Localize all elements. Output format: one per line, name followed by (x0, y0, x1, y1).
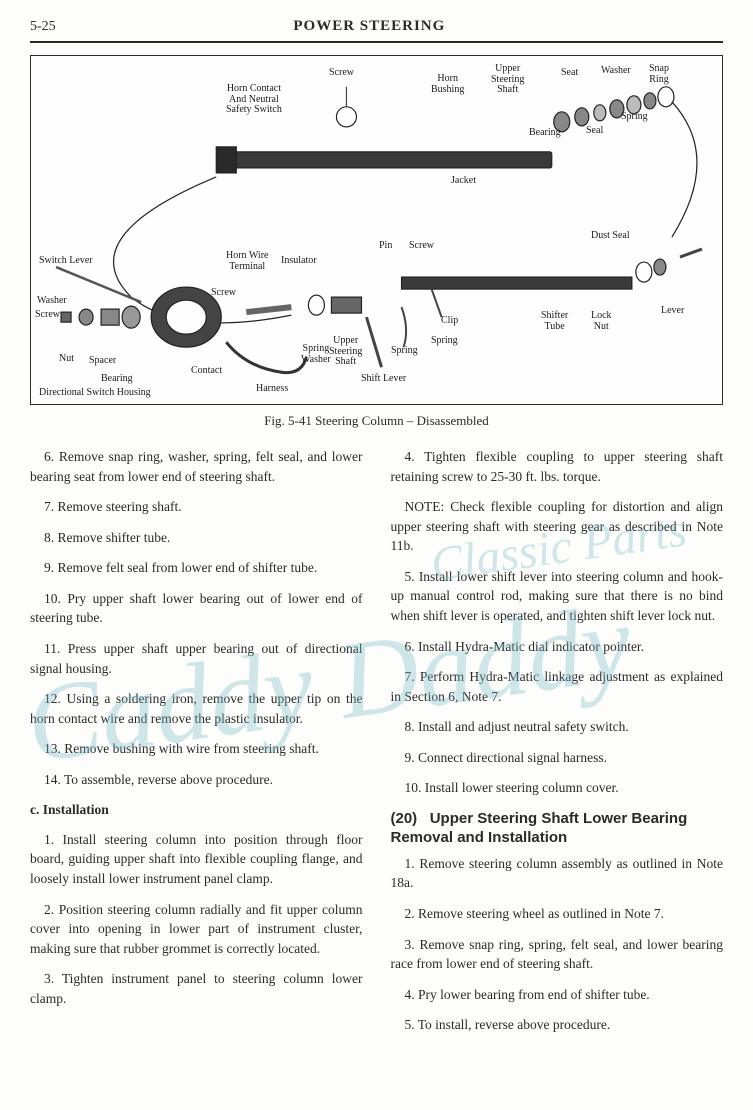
label-washer-left: Washer (37, 296, 67, 307)
para-13: 13. Remove bushing with wire from steeri… (30, 739, 363, 759)
label-screw-mid: Screw (211, 288, 236, 299)
r-para-4: 4. Tighten flexible coupling to upper st… (391, 447, 724, 486)
label-bearing-left: Bearing (101, 374, 133, 385)
figure-diagram: Screw Horn Contact And Neutral Safety Sw… (30, 55, 723, 405)
label-spacer: Spacer (89, 356, 116, 367)
para-11: 11. Press upper shaft upper bearing out … (30, 639, 363, 678)
s-para-2: 2. Remove steering wheel as outlined in … (391, 904, 724, 924)
page-number: 5-25 (30, 19, 56, 35)
r-para-7: 7. Perform Hydra-Matic linkage adjustmen… (391, 667, 724, 706)
label-jacket: Jacket (451, 176, 476, 187)
para-7: 7. Remove steering shaft. (30, 497, 363, 517)
label-screw: Screw (329, 68, 354, 79)
body-columns: 6. Remove snap ring, washer, spring, fel… (30, 447, 723, 1046)
r-para-5: 5. Install lower shift lever into steeri… (391, 567, 724, 626)
label-screw-left: Screw (35, 310, 60, 321)
label-shift-lever: Shift Lever (361, 374, 406, 385)
r-note: NOTE: Check flexible coupling for distor… (391, 497, 724, 556)
label-upper-shaft2: Upper Steering Shaft (329, 336, 362, 368)
label-lock-nut: Lock Nut (591, 311, 612, 332)
heading-20-num: (20) (391, 810, 418, 827)
page-header: 5-25 POWER STEERING (30, 18, 723, 43)
r-para-6: 6. Install Hydra-Matic dial indicator po… (391, 637, 724, 657)
label-dust-seal: Dust Seal (591, 231, 630, 242)
label-pin: Pin (379, 241, 392, 252)
label-switch-lever: Switch Lever (39, 256, 93, 267)
label-spring-washer: Spring Washer (301, 344, 331, 365)
label-spring-r: Spring (431, 336, 458, 347)
label-clip: Clip (441, 316, 458, 327)
label-spring-top: Spring (621, 112, 648, 123)
label-bearing-top: Bearing (529, 128, 561, 139)
install-1: 1. Install steering column into position… (30, 830, 363, 889)
s-para-5: 5. To install, reverse above procedure. (391, 1015, 724, 1035)
para-12: 12. Using a soldering iron, remove the u… (30, 689, 363, 728)
s-para-1: 1. Remove steering column assembly as ou… (391, 854, 724, 893)
label-dir-switch: Directional Switch Housing (39, 388, 151, 399)
label-horn-wire: Horn Wire Terminal (226, 251, 268, 272)
label-seat: Seat (561, 68, 578, 79)
para-10: 10. Pry upper shaft lower bearing out of… (30, 589, 363, 628)
para-14: 14. To assemble, reverse above procedure… (30, 770, 363, 790)
label-harness: Harness (256, 384, 288, 395)
figure-caption: Fig. 5-41 Steering Column – Disassembled (30, 413, 723, 429)
label-contact: Contact (191, 366, 222, 377)
label-screw-r: Screw (409, 241, 434, 252)
install-3: 3. Tighten instrument panel to steering … (30, 969, 363, 1008)
label-seal: Seal (586, 126, 603, 137)
label-shifter-tube: Shifter Tube (541, 311, 568, 332)
label-horn-contact: Horn Contact And Neutral Safety Switch (226, 84, 282, 116)
label-lever: Lever (661, 306, 684, 317)
label-horn-bushing: Horn Bushing (431, 74, 464, 95)
para-8: 8. Remove shifter tube. (30, 528, 363, 548)
r-para-10: 10. Install lower steering column cover. (391, 778, 724, 798)
label-upper-shaft: Upper Steering Shaft (491, 64, 524, 96)
para-9: 9. Remove felt seal from lower end of sh… (30, 558, 363, 578)
label-insulator: Insulator (281, 256, 317, 267)
label-spring-mid: Spring (391, 346, 418, 357)
install-2: 2. Position steering column radially and… (30, 900, 363, 959)
label-washer: Washer (601, 66, 631, 77)
right-column: 4. Tighten flexible coupling to upper st… (391, 447, 724, 1046)
s-para-4: 4. Pry lower bearing from end of shifter… (391, 985, 724, 1005)
s-para-3: 3. Remove snap ring, spring, felt seal, … (391, 935, 724, 974)
section-title: POWER STEERING (293, 18, 445, 35)
label-snap-ring: Snap Ring (649, 64, 669, 85)
label-nut: Nut (59, 354, 74, 365)
r-para-8: 8. Install and adjust neutral safety swi… (391, 717, 724, 737)
left-column: 6. Remove snap ring, washer, spring, fel… (30, 447, 363, 1046)
subhead-installation: c. Installation (30, 800, 363, 820)
heading-20: (20) Upper Steering Shaft Lower Bearing … (391, 809, 724, 848)
para-6: 6. Remove snap ring, washer, spring, fel… (30, 447, 363, 486)
heading-20-text: Upper Steering Shaft Lower Bearing Remov… (391, 810, 688, 847)
r-para-9: 9. Connect directional signal harness. (391, 748, 724, 768)
